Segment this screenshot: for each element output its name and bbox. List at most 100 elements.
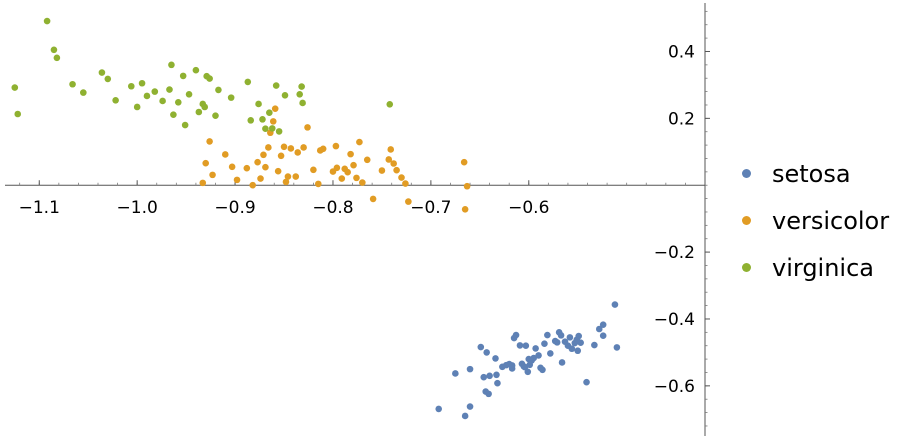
point-virginica: [212, 112, 219, 119]
point-versicolor: [277, 152, 285, 160]
point-versicolor: [347, 150, 354, 158]
point-versicolor: [257, 175, 264, 182]
point-setosa: [595, 325, 603, 333]
point-versicolor: [332, 142, 340, 150]
point-versicolor: [209, 171, 216, 179]
point-versicolor: [402, 180, 409, 187]
point-versicolor: [304, 124, 311, 131]
point-versicolor: [262, 163, 269, 171]
legend-marker-setosa: [742, 169, 751, 178]
point-setosa: [532, 345, 539, 352]
point-versicolor: [269, 118, 277, 125]
point-setosa: [524, 368, 532, 376]
point-virginica: [143, 92, 151, 100]
point-setosa: [547, 350, 554, 357]
point-setosa: [530, 354, 537, 362]
point-virginica: [185, 90, 193, 98]
point-virginica: [195, 108, 203, 116]
point-virginica: [174, 99, 182, 106]
point-setosa: [485, 390, 492, 398]
point-versicolor: [350, 161, 357, 169]
point-versicolor: [393, 166, 400, 174]
data-points: [11, 17, 621, 420]
point-setosa: [539, 366, 546, 374]
point-setosa: [591, 341, 598, 349]
point-virginica: [98, 69, 106, 76]
point-virginica: [268, 125, 276, 132]
point-virginica: [181, 121, 189, 129]
y-tick-label: 0.4: [668, 42, 695, 62]
legend-label-setosa: setosa: [772, 159, 851, 188]
point-virginica: [272, 82, 280, 89]
point-virginica: [166, 86, 173, 93]
point-virginica: [151, 88, 159, 95]
point-virginica: [227, 94, 235, 101]
x-tick-label: −1.0: [117, 198, 158, 218]
point-versicolor: [265, 144, 272, 151]
point-versicolor: [387, 146, 395, 153]
point-versicolor: [460, 158, 468, 166]
point-versicolor: [233, 176, 241, 184]
legend-item-setosa: setosa: [742, 150, 889, 197]
point-virginica: [281, 91, 289, 99]
point-virginica: [266, 109, 273, 116]
point-versicolor: [280, 143, 288, 151]
point-versicolor: [260, 151, 267, 159]
point-setosa: [599, 321, 607, 328]
legend-marker-versicolor: [742, 216, 751, 225]
point-setosa: [613, 344, 621, 351]
point-versicolor: [314, 180, 322, 188]
legend-item-virginica: virginica: [742, 244, 889, 291]
point-versicolor: [249, 181, 256, 189]
legend-label-virginica: virginica: [772, 253, 874, 282]
point-virginica: [255, 100, 262, 108]
point-virginica: [170, 111, 177, 118]
point-versicolor: [254, 158, 261, 166]
point-virginica: [262, 125, 269, 133]
point-setosa: [544, 331, 551, 339]
point-versicolor: [274, 167, 282, 175]
legend-marker-virginica: [742, 263, 751, 272]
point-versicolor: [310, 166, 317, 174]
point-versicolor: [300, 144, 307, 151]
point-virginica: [168, 61, 175, 69]
point-setosa: [574, 347, 582, 355]
point-virginica: [11, 84, 19, 91]
point-setosa: [508, 362, 516, 369]
point-setosa: [466, 403, 474, 410]
point-setosa: [452, 370, 459, 377]
point-setosa: [494, 379, 501, 387]
point-versicolor: [199, 179, 207, 187]
point-virginica: [386, 101, 394, 108]
point-versicolor: [398, 174, 405, 181]
axis-ticks: [19, 10, 710, 427]
x-tick-label: −0.9: [214, 198, 255, 218]
axis-tick-labels: −1.1 −1.0 −0.9 −0.8 −0.7 −0.6 0.4 0.2 −0.2 −0.4 −0…: [19, 42, 695, 396]
y-tick-label: −0.4: [654, 310, 695, 330]
point-setosa: [461, 412, 469, 420]
point-setosa: [466, 365, 474, 373]
point-versicolor: [271, 105, 279, 112]
point-versicolor: [353, 174, 360, 182]
point-virginica: [275, 128, 283, 135]
point-setosa: [435, 405, 443, 413]
point-setosa: [516, 342, 524, 349]
point-versicolor: [463, 182, 471, 190]
point-virginica: [43, 17, 51, 25]
y-tick-label: −0.6: [654, 377, 695, 397]
point-versicolor: [282, 178, 290, 186]
x-tick-label: −1.1: [19, 198, 60, 218]
point-virginica: [201, 103, 209, 111]
point-versicolor: [378, 167, 386, 174]
point-virginica: [53, 54, 61, 62]
point-setosa: [583, 378, 590, 386]
point-virginica: [215, 86, 222, 94]
point-versicolor: [405, 198, 412, 205]
point-setosa: [483, 349, 490, 356]
point-setosa: [557, 332, 565, 339]
point-versicolor: [344, 168, 351, 176]
point-virginica: [80, 89, 87, 96]
point-versicolor: [390, 160, 397, 167]
x-tick-label: −0.7: [410, 198, 451, 218]
